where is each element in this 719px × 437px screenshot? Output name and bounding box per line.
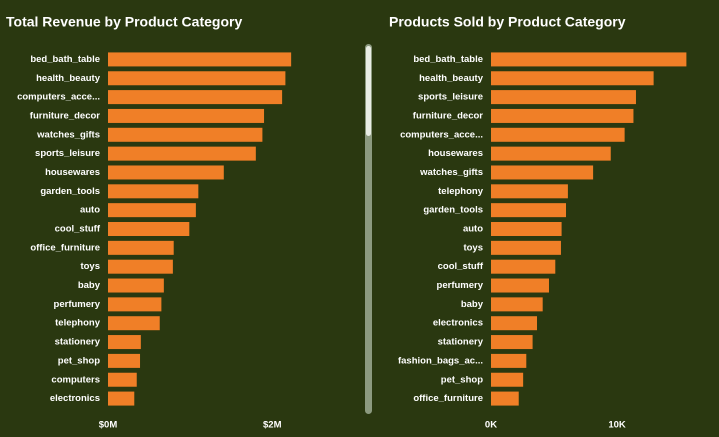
y-tick-label: perfumery	[437, 280, 484, 291]
y-tick-label: furniture_decor	[30, 110, 101, 121]
bar	[108, 297, 162, 312]
bar	[108, 316, 160, 331]
bar	[491, 259, 556, 274]
y-tick-label: perfumery	[54, 299, 101, 310]
scrollbar[interactable]	[365, 44, 372, 414]
bar	[491, 240, 561, 255]
bar	[491, 278, 549, 293]
y-tick-label: computers	[51, 374, 100, 385]
bar	[108, 259, 173, 274]
bar	[108, 184, 199, 199]
y-tick-label: office_furniture	[30, 242, 100, 253]
y-tick-label: electronics	[433, 318, 483, 329]
y-tick-label: stationery	[438, 337, 484, 348]
y-tick-label: housewares	[45, 167, 100, 178]
bar	[108, 90, 283, 105]
y-tick-label: office_furniture	[413, 393, 483, 404]
scrollbar-thumb[interactable]	[366, 46, 371, 136]
y-tick-label: bed_bath_table	[30, 54, 100, 65]
chart-title: Products Sold by Product Category	[389, 14, 626, 30]
bar	[108, 165, 224, 180]
bar	[108, 353, 141, 368]
bar	[108, 372, 137, 387]
bar	[108, 278, 164, 293]
bar	[491, 222, 562, 236]
y-tick-label: baby	[78, 280, 101, 291]
bar	[491, 353, 527, 368]
y-tick-label: bed_bath_table	[413, 54, 483, 65]
bar	[491, 146, 611, 161]
bar	[108, 391, 135, 406]
bar	[491, 184, 568, 199]
bar	[108, 146, 256, 161]
y-tick-label: toys	[463, 242, 483, 253]
y-tick-label: pet_shop	[58, 355, 100, 366]
y-tick-label: health_beauty	[419, 73, 484, 84]
x-tick-label: $2M	[263, 420, 282, 431]
y-tick-label: telephony	[55, 318, 101, 329]
y-tick-label: watches_gifts	[419, 167, 483, 178]
bar	[491, 297, 543, 312]
y-tick-label: auto	[463, 224, 483, 235]
y-tick-label: garden_tools	[40, 186, 100, 197]
y-tick-label: toys	[80, 261, 100, 272]
y-tick-label: computers_acce...	[17, 92, 100, 103]
y-tick-label: furniture_decor	[413, 110, 484, 121]
y-tick-label: cool_stuff	[55, 224, 101, 235]
y-tick-label: cool_stuff	[438, 261, 484, 272]
y-tick-label: pet_shop	[441, 374, 483, 385]
bar	[108, 71, 286, 86]
y-tick-label: electronics	[50, 393, 100, 404]
y-tick-label: baby	[461, 299, 484, 310]
y-tick-label: garden_tools	[423, 205, 483, 216]
y-tick-label: auto	[80, 205, 100, 216]
y-tick-label: telephony	[438, 186, 484, 197]
bar	[491, 372, 524, 387]
y-tick-label: computers_acce...	[400, 129, 483, 140]
bar	[108, 222, 190, 236]
bar	[491, 335, 533, 350]
bar	[491, 90, 636, 105]
y-tick-label: sports_leisure	[35, 148, 100, 159]
chart-title: Total Revenue by Product Category	[6, 14, 242, 30]
bar	[491, 71, 654, 86]
bar	[108, 127, 263, 142]
x-tick-label: 10K	[608, 420, 626, 431]
bar	[491, 391, 519, 406]
bar	[491, 165, 594, 180]
bar	[491, 52, 687, 67]
bar	[491, 203, 567, 218]
y-tick-label: sports_leisure	[418, 92, 483, 103]
bar	[108, 335, 141, 350]
x-tick-label: $0M	[99, 420, 118, 431]
y-tick-label: health_beauty	[36, 73, 101, 84]
bar	[108, 52, 292, 67]
bar	[491, 127, 625, 142]
bar	[491, 316, 538, 331]
x-tick-label: 0K	[485, 420, 497, 431]
y-tick-label: housewares	[428, 148, 483, 159]
y-tick-label: fashion_bags_ac...	[398, 355, 483, 366]
bar	[108, 203, 196, 218]
bar	[491, 108, 634, 123]
bar	[108, 240, 174, 255]
bar	[108, 108, 265, 123]
y-tick-label: watches_gifts	[36, 129, 100, 140]
y-tick-label: stationery	[55, 337, 101, 348]
